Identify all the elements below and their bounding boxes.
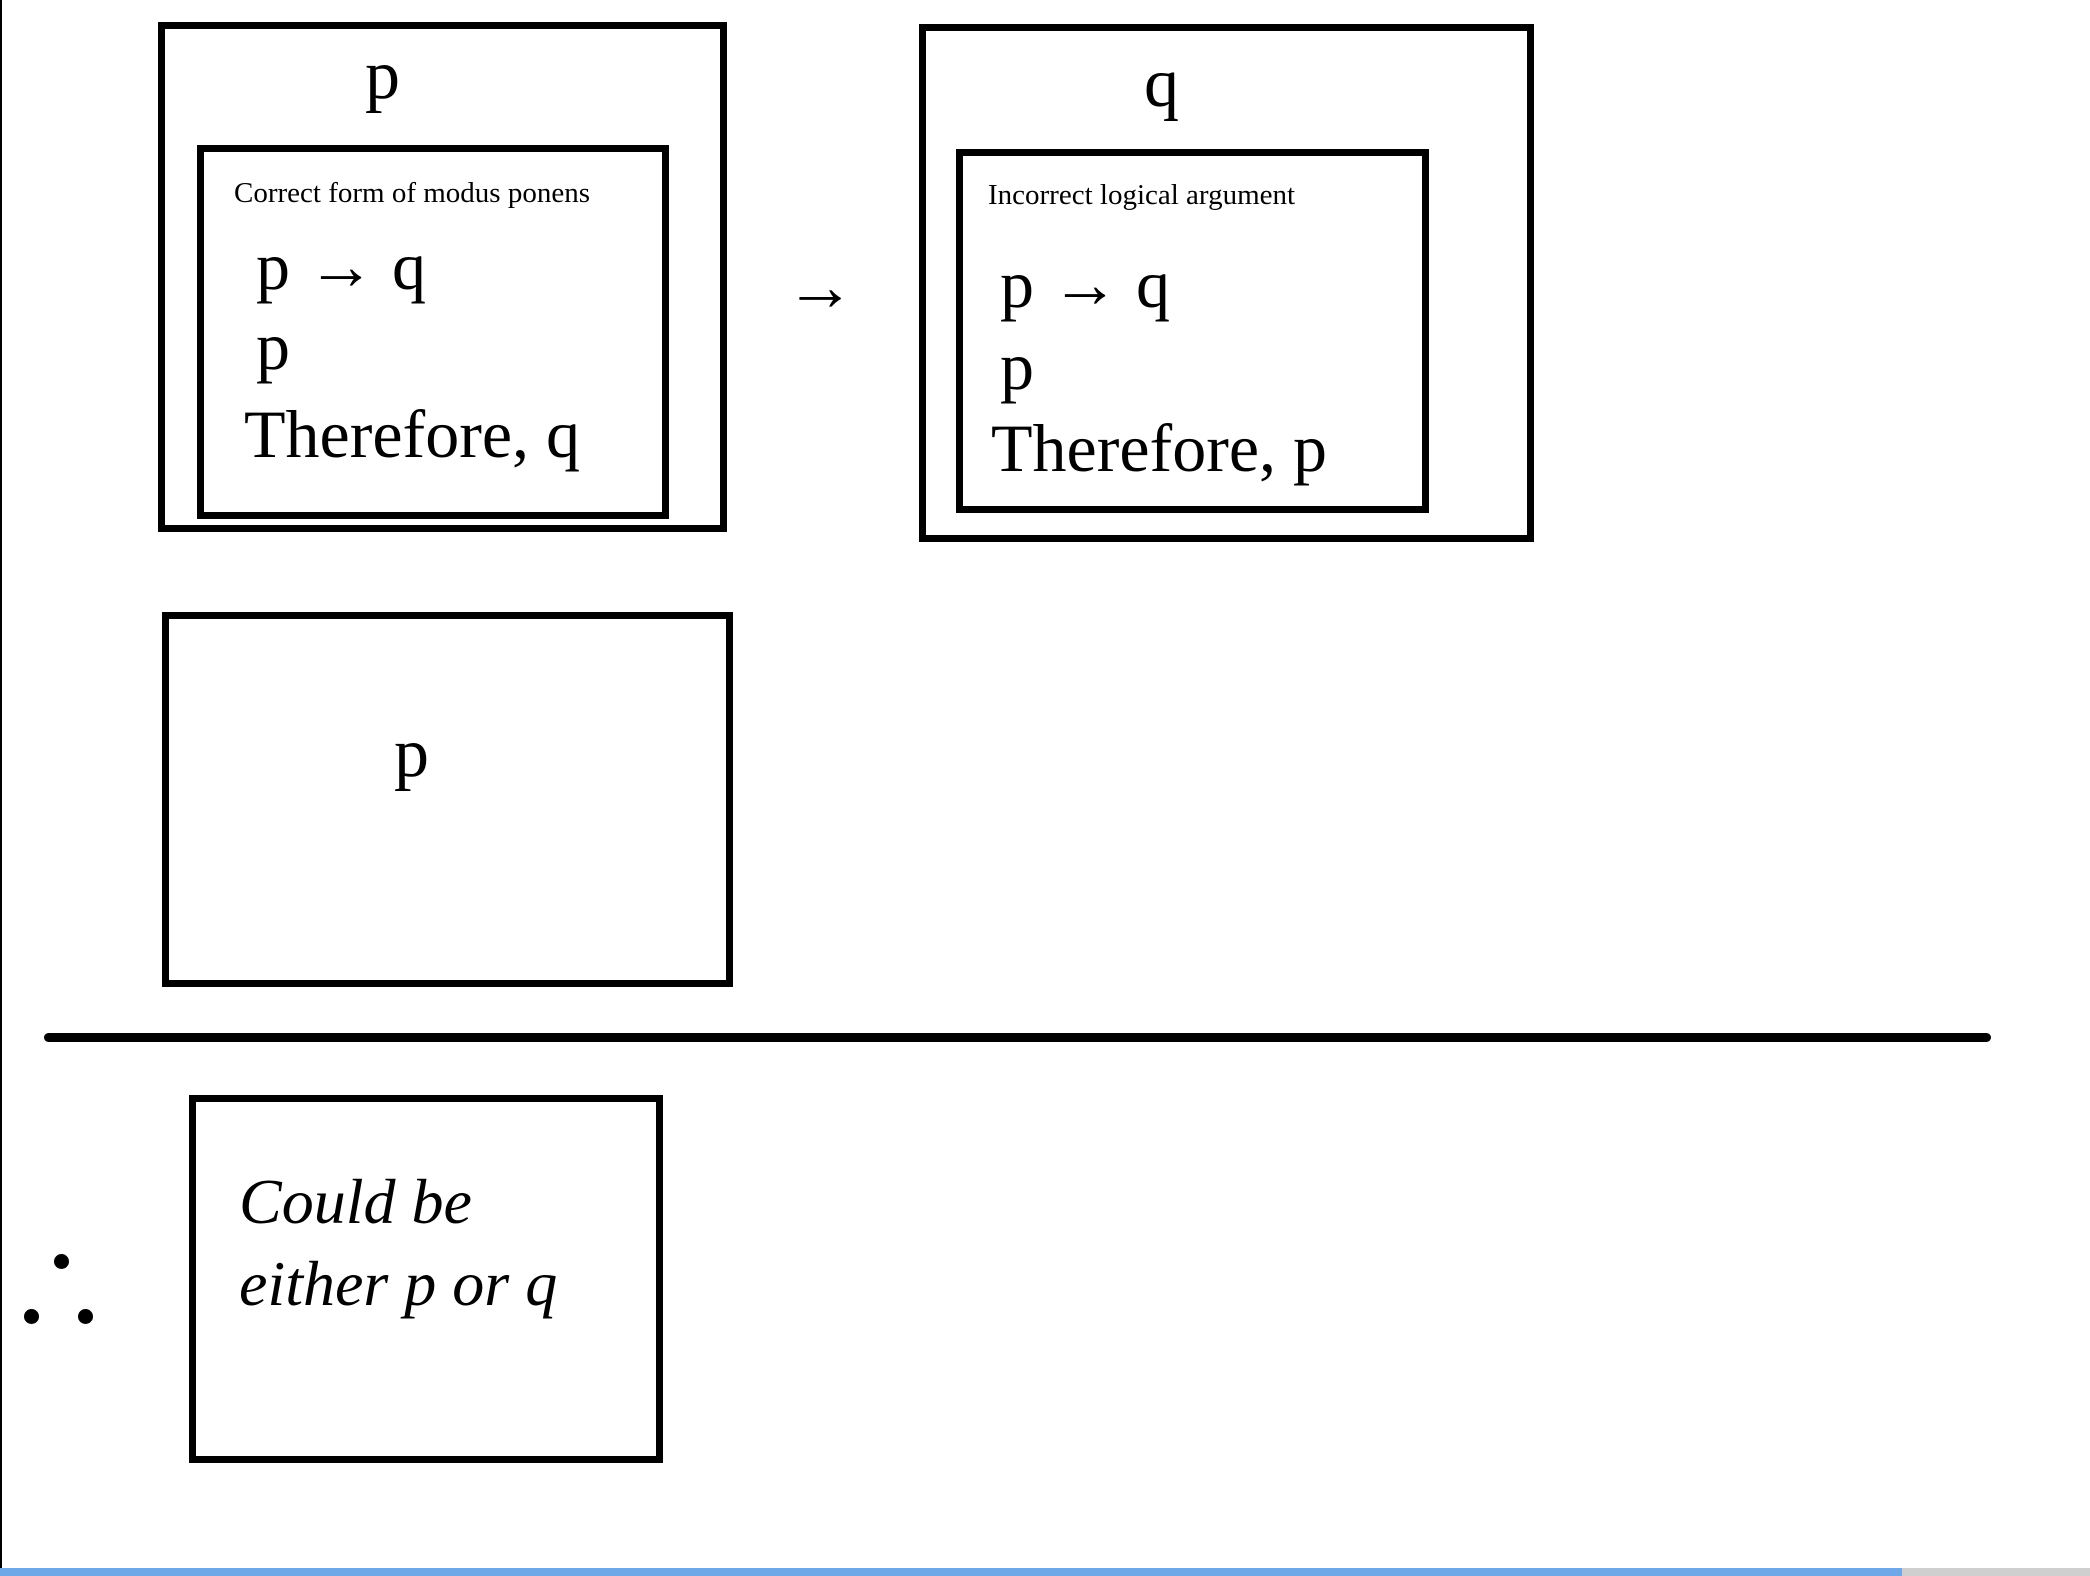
conclusion-line-2: either p or q (239, 1248, 558, 1319)
premise-antecedent: p (256, 308, 290, 384)
inner-box-incorrect-argument: Incorrect logical argument p → q p There… (956, 149, 1429, 513)
premise-implication: p → q (1000, 246, 1170, 322)
therefore-dot-right (78, 1309, 93, 1324)
outer-box-p-title: p (365, 37, 400, 114)
inner-box-caption: Incorrect logical argument (988, 179, 1296, 211)
therefore-dot-top (54, 1254, 69, 1269)
page-left-edge (0, 0, 2, 1572)
progress-bar (0, 1568, 2090, 1576)
argument-divider-line (44, 1033, 1991, 1042)
progress-bar-fill (0, 1568, 1902, 1576)
inference-conclusion: Therefore, q (244, 396, 581, 472)
conclusion-line-1: Could be (239, 1166, 472, 1237)
implication-arrow: → (785, 249, 855, 326)
outer-box-p: p Correct form of modus ponens p → q p T… (158, 22, 727, 532)
inference-conclusion: Therefore, p (991, 410, 1328, 486)
outer-box-q: q Incorrect logical argument p → q p The… (919, 24, 1534, 542)
therefore-dot-left (24, 1309, 39, 1324)
premise-antecedent: p (1000, 328, 1034, 404)
outer-box-q-title: q (1144, 45, 1179, 122)
premise-box-title: p (394, 715, 429, 792)
conclusion-box: Could be either p or q (189, 1095, 663, 1463)
premise-implication: p → q (256, 228, 426, 304)
premise-box-p: p (162, 612, 733, 987)
inner-box-caption: Correct form of modus ponens (234, 177, 590, 209)
inner-box-modus-ponens: Correct form of modus ponens p → q p The… (197, 145, 669, 519)
